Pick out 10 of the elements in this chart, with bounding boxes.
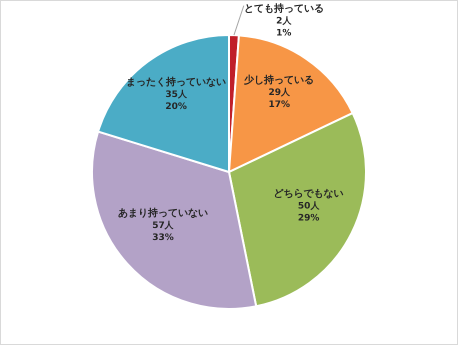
data-label: 50人 29% xyxy=(298,200,320,224)
data-label: 29人 17% xyxy=(268,86,291,110)
slice-label: まったく持っていない xyxy=(126,76,226,88)
slice-label: あまり持っていない xyxy=(118,207,208,220)
slice-label: どちらでもない xyxy=(274,188,344,200)
data-label: 35人 20% xyxy=(165,88,188,112)
data-label: 57人 33% xyxy=(152,220,175,244)
slice-label: 少し持っている xyxy=(243,74,314,86)
data-label: 2人 1% xyxy=(276,16,292,39)
slice-label: とても持っている xyxy=(244,2,324,15)
